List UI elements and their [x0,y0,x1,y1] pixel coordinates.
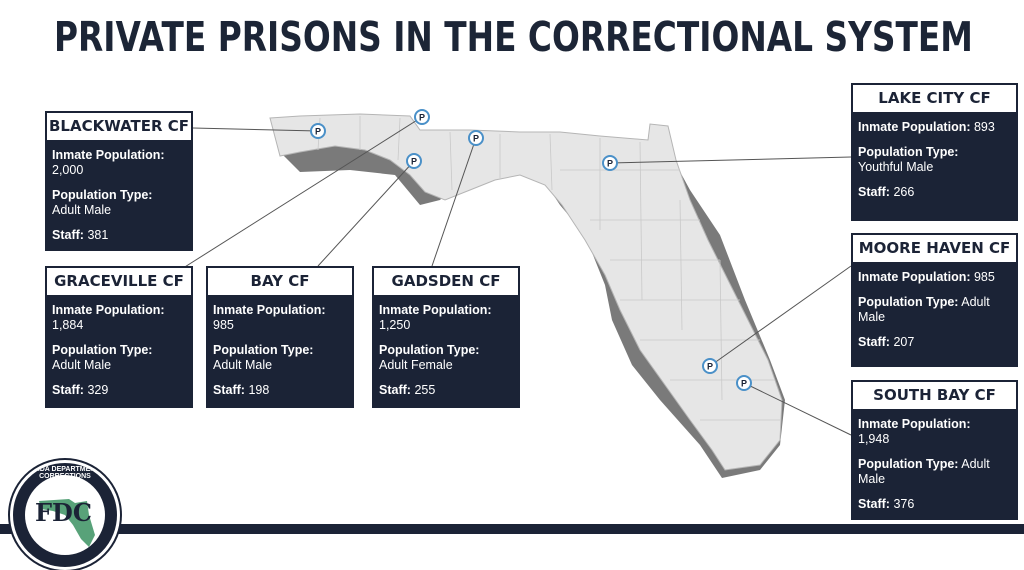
card-blackwater: BLACKWATER CF Inmate Population: 2,000 Po… [45,111,193,251]
field-label: Staff: [52,228,84,242]
marker-label: P [707,362,713,372]
field-value: Adult Male [213,358,273,372]
marker-label: P [419,113,425,123]
card-lake-city: LAKE CITY CF Inmate Population: 893 Popu… [851,83,1018,221]
card-bay: BAY CF Inmate Population: 985 Population … [206,266,354,408]
marker-lake-city: P [602,155,618,171]
field-value: Adult Male [52,203,112,217]
field-value: 255 [414,383,436,397]
field-value: 1,884 [52,318,84,332]
marker-label: P [473,134,479,144]
card-title: BAY CF [206,266,354,297]
marker-label: P [411,157,417,167]
map-markers: P P P P P P P [310,109,752,391]
field-value: 1,948 [858,432,890,446]
field-value: 893 [973,120,995,134]
map-land [269,113,783,471]
field-value: 1,250 [379,318,411,332]
logo-initials: FDC [35,498,92,527]
marker-graceville: P [414,109,430,125]
field-value: 198 [248,383,270,397]
marker-moore-haven: P [702,358,718,374]
field-label: Staff: [858,497,890,511]
field-label: Inmate Population: [858,270,971,284]
footer-bar [0,524,1024,534]
card-title: BLACKWATER CF [45,111,193,142]
marker-gadsden: P [468,130,484,146]
field-value: Youthful Male [858,160,934,174]
field-label: Inmate Population: [52,148,165,162]
field-value: 376 [893,497,915,511]
field-label: Staff: [52,383,84,397]
fdc-logo: FLORIDA DEPARTMENT OF CORRECTIONS FDC [10,460,120,570]
field-value: 381 [87,228,109,242]
card-title: GADSDEN CF [372,266,520,297]
field-label: Inmate Population: [52,303,165,317]
field-label: Inmate Population: [213,303,326,317]
card-title: SOUTH BAY CF [851,380,1018,411]
field-value: 2,000 [52,163,84,177]
field-label: Population Type: [858,457,959,471]
marker-label: P [741,379,747,389]
field-label: Population Type: [213,343,314,357]
leader-lines [179,116,852,436]
field-value: 266 [893,185,915,199]
card-title: MOORE HAVEN CF [851,233,1018,264]
card-south-bay: SOUTH BAY CF Inmate Population: 1,948 Pop… [851,380,1018,520]
field-value: 207 [893,335,915,349]
field-label: Inmate Population: [858,417,971,431]
card-moore-haven: MOORE HAVEN CF Inmate Population: 985 Po… [851,233,1018,367]
field-label: Staff: [858,335,890,349]
marker-label: P [315,127,321,137]
field-label: Population Type: [52,343,153,357]
field-value: Adult Female [379,358,453,372]
field-label: Staff: [379,383,411,397]
field-label: Inmate Population: [379,303,492,317]
marker-blackwater: P [310,123,326,139]
marker-label: P [607,159,613,169]
field-label: Population Type: [52,188,153,202]
field-value: 985 [213,318,234,332]
field-value: 985 [973,270,995,284]
card-graceville: GRACEVILLE CF Inmate Population: 1,884 Po… [45,266,193,408]
field-value: 329 [87,383,109,397]
card-title: GRACEVILLE CF [45,266,193,297]
field-label: Inmate Population: [858,120,971,134]
field-label: Population Type: [858,295,959,309]
field-value: Adult Male [52,358,112,372]
field-value: Adult Male [858,457,990,486]
florida-map: P P P P P P P [179,109,852,478]
card-title: LAKE CITY CF [851,83,1018,114]
field-label: Population Type: [379,343,480,357]
field-label: Staff: [213,383,245,397]
page-title: PRIVATE PRISONS IN THE CORRECTIONAL SYST… [54,13,973,61]
field-value: Adult Male [858,295,990,324]
marker-south-bay: P [736,375,752,391]
marker-bay: P [406,153,422,169]
card-gadsden: GADSDEN CF Inmate Population: 1,250 Popul… [372,266,520,408]
field-label: Population Type: [858,145,959,159]
field-label: Staff: [858,185,890,199]
